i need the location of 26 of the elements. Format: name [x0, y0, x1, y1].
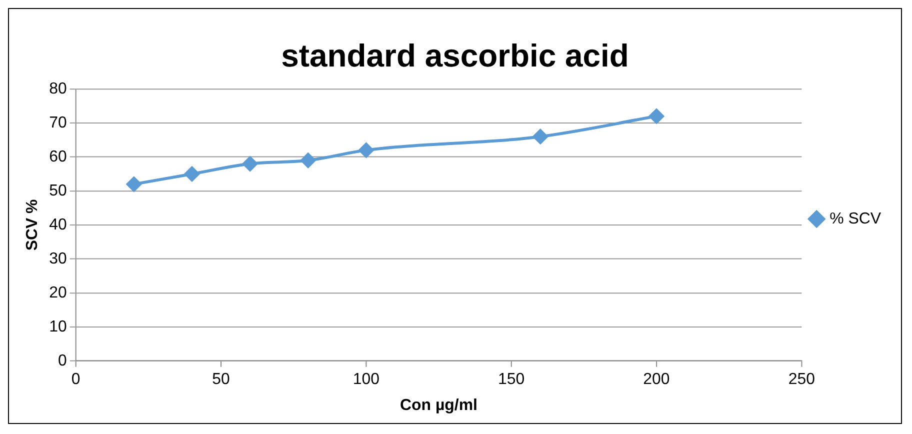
y-tick-label: 20: [49, 284, 67, 302]
point: [532, 129, 548, 144]
y-tick-label: 0: [58, 352, 67, 370]
x-tick-label: 150: [498, 370, 525, 388]
y-tick-label: 40: [49, 216, 67, 234]
point: [300, 152, 316, 168]
y-tick-label: 50: [49, 182, 67, 200]
chart-title: standard ascorbic acid: [281, 38, 629, 74]
y-tick-label: 70: [49, 114, 67, 132]
x-axis-title: Con µg/ml: [400, 396, 478, 414]
x-tick-label: 200: [643, 370, 670, 388]
y-tick-label: 10: [49, 318, 67, 336]
x-tick-label: 250: [788, 370, 816, 388]
point: [649, 108, 664, 124]
point: [126, 176, 142, 192]
point: [184, 166, 200, 182]
point: [358, 142, 374, 158]
legend-label: % SCV: [830, 210, 882, 228]
x-tick-label: 0: [71, 370, 80, 388]
y-tick-label: 60: [49, 148, 67, 166]
point: [242, 156, 258, 172]
y-tick-label: 80: [49, 80, 67, 98]
y-tick-label: 30: [49, 250, 67, 268]
x-tick-label: 50: [212, 370, 230, 388]
x-tick-label: 100: [352, 370, 380, 388]
y-axis-title: SCV %: [24, 199, 41, 251]
